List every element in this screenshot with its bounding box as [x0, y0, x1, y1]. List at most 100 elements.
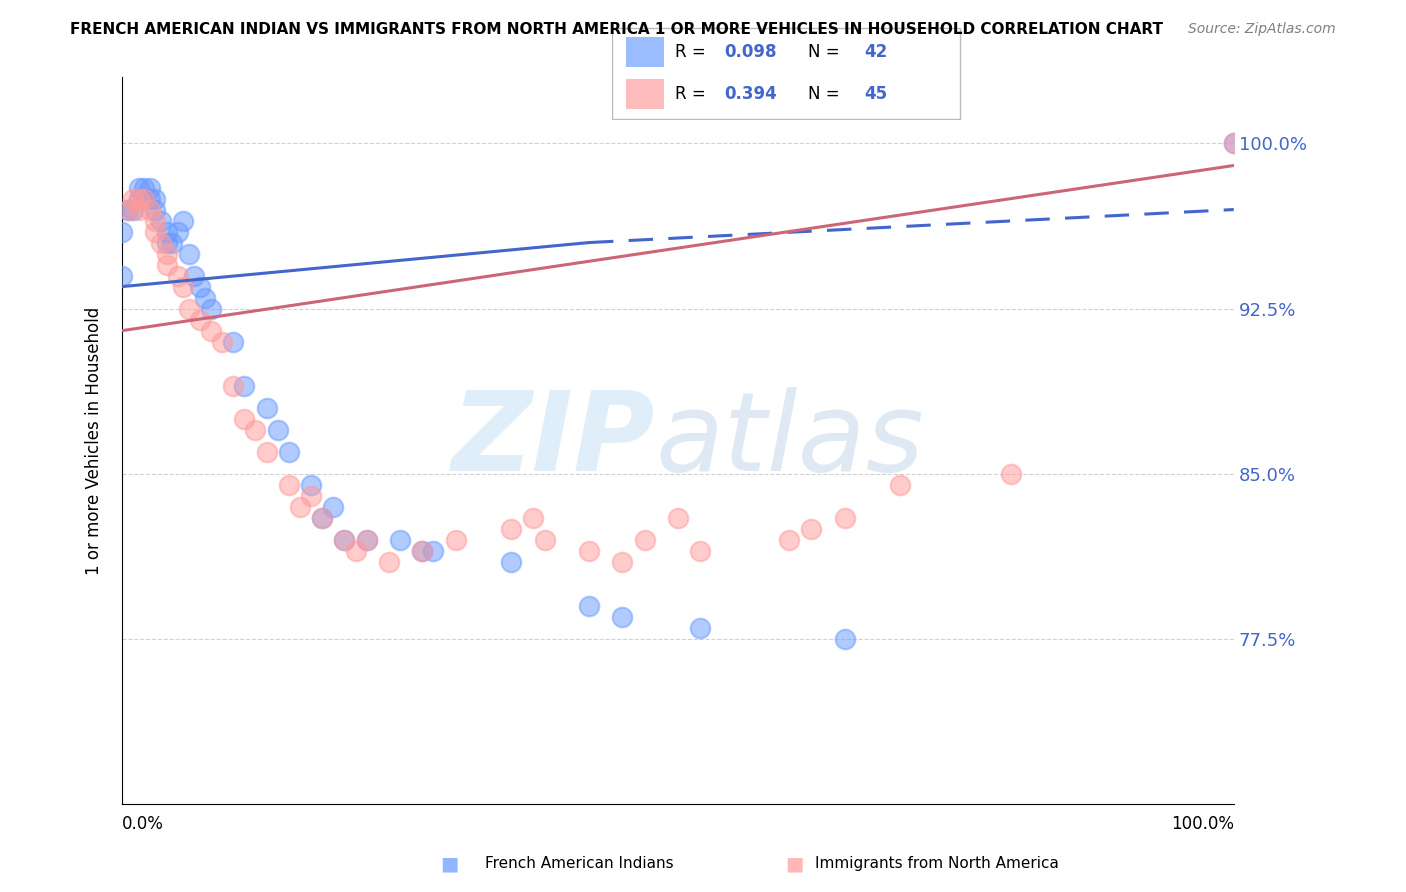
Point: [166, 225, 188, 239]
Point: [578, 543, 600, 558]
Point: [356, 533, 378, 547]
Bar: [626, 37, 665, 67]
Point: [172, 213, 194, 227]
Point: [322, 500, 344, 514]
Point: [422, 543, 444, 558]
Text: ■: ■: [440, 854, 460, 873]
Point: [256, 444, 278, 458]
FancyBboxPatch shape: [612, 28, 960, 120]
Point: [122, 192, 145, 206]
Point: [155, 258, 177, 272]
Point: [155, 235, 177, 250]
Point: [149, 235, 172, 250]
Point: [612, 610, 634, 624]
Y-axis label: 1 or more Vehicles in Household: 1 or more Vehicles in Household: [86, 307, 103, 574]
Point: [139, 192, 162, 206]
Point: [356, 533, 378, 547]
Point: [139, 202, 162, 217]
Point: [889, 477, 911, 491]
Text: 42: 42: [865, 43, 889, 61]
Point: [188, 279, 211, 293]
Point: [666, 510, 689, 524]
Point: [111, 268, 134, 283]
Point: [612, 555, 634, 569]
Point: [689, 543, 711, 558]
Text: 0.098: 0.098: [724, 43, 776, 61]
Point: [128, 192, 150, 206]
Point: [233, 378, 256, 392]
Point: [578, 599, 600, 613]
Text: French American Indians: French American Indians: [485, 856, 673, 871]
Point: [145, 192, 167, 206]
Point: [134, 180, 156, 194]
Point: [128, 192, 150, 206]
Text: FRENCH AMERICAN INDIAN VS IMMIGRANTS FROM NORTH AMERICA 1 OR MORE VEHICLES IN HO: FRENCH AMERICAN INDIAN VS IMMIGRANTS FRO…: [70, 22, 1163, 37]
Point: [172, 279, 194, 293]
Point: [834, 632, 856, 646]
Point: [288, 500, 311, 514]
Point: [222, 378, 245, 392]
Point: [128, 180, 150, 194]
Point: [311, 510, 333, 524]
Text: Source: ZipAtlas.com: Source: ZipAtlas.com: [1188, 22, 1336, 37]
Text: N =: N =: [808, 86, 845, 103]
Point: [134, 192, 156, 206]
Point: [1000, 467, 1022, 481]
Point: [222, 334, 245, 349]
Bar: [626, 79, 665, 109]
Point: [188, 312, 211, 326]
Point: [411, 543, 433, 558]
Point: [177, 246, 200, 260]
Point: [155, 246, 177, 260]
Point: [299, 489, 322, 503]
Text: R =: R =: [675, 86, 711, 103]
Point: [194, 291, 217, 305]
Text: 100.0%: 100.0%: [1171, 815, 1234, 833]
Point: [800, 522, 823, 536]
Point: [633, 533, 655, 547]
Point: [155, 225, 177, 239]
Point: [122, 202, 145, 217]
Point: [311, 510, 333, 524]
Point: [160, 235, 183, 250]
Point: [200, 301, 222, 316]
Point: [344, 543, 367, 558]
Point: [277, 477, 299, 491]
Point: [411, 543, 433, 558]
Point: [1223, 136, 1246, 151]
Text: 0.0%: 0.0%: [122, 815, 165, 833]
Point: [233, 411, 256, 425]
Point: [501, 555, 523, 569]
Point: [277, 444, 299, 458]
Point: [501, 522, 523, 536]
Point: [444, 533, 467, 547]
Point: [128, 202, 150, 217]
Point: [183, 268, 205, 283]
Point: [533, 533, 555, 547]
Point: [145, 225, 167, 239]
Point: [245, 423, 267, 437]
Text: ■: ■: [785, 854, 804, 873]
Point: [378, 555, 401, 569]
Point: [200, 324, 222, 338]
Point: [139, 180, 162, 194]
Point: [134, 192, 156, 206]
Point: [267, 423, 290, 437]
Point: [778, 533, 800, 547]
Text: atlas: atlas: [655, 387, 924, 494]
Point: [333, 533, 356, 547]
Text: N =: N =: [808, 43, 845, 61]
Point: [522, 510, 544, 524]
Point: [149, 213, 172, 227]
Point: [117, 202, 139, 217]
Point: [111, 225, 134, 239]
Point: [333, 533, 356, 547]
Point: [145, 202, 167, 217]
Text: R =: R =: [675, 43, 711, 61]
Point: [145, 213, 167, 227]
Point: [211, 334, 233, 349]
Point: [166, 268, 188, 283]
Point: [299, 477, 322, 491]
Point: [117, 202, 139, 217]
Point: [1223, 136, 1246, 151]
